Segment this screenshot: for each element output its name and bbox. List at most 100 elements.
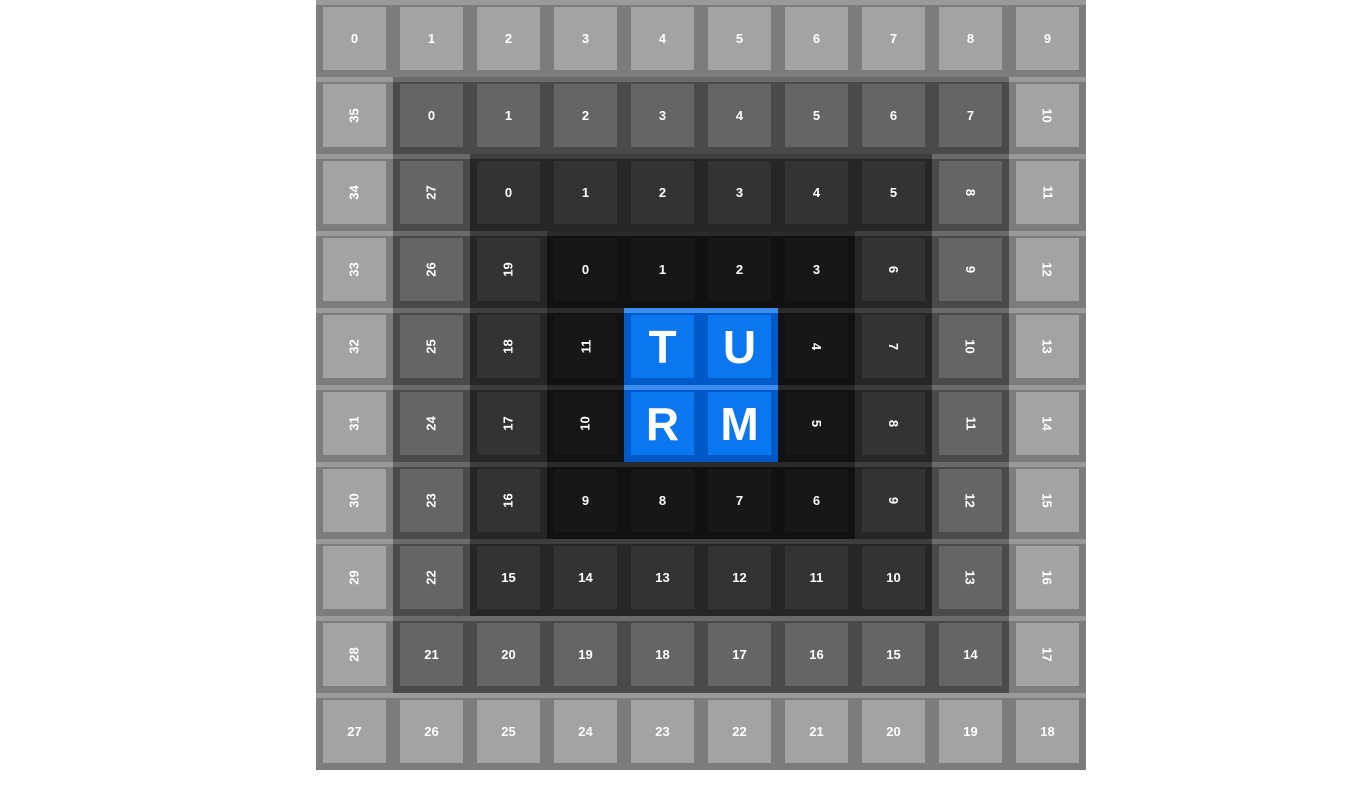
board-tile[interactable]: 2 (470, 0, 547, 77)
board-tile[interactable]: 1 (624, 231, 701, 308)
board-tile[interactable]: 26 (393, 231, 470, 308)
board-tile[interactable]: 17 (1009, 616, 1086, 693)
board-tile[interactable]: 0 (470, 154, 547, 231)
board-tile[interactable]: 10 (855, 539, 932, 616)
board-tile[interactable]: 27 (393, 154, 470, 231)
letter-tile[interactable]: U (701, 308, 778, 385)
board-tile[interactable]: 15 (470, 539, 547, 616)
board-tile[interactable]: 25 (470, 693, 547, 770)
board-tile[interactable]: 11 (778, 539, 855, 616)
board-tile[interactable]: 10 (1009, 77, 1086, 154)
board-tile[interactable]: 5 (701, 0, 778, 77)
board-tile[interactable]: 1 (547, 154, 624, 231)
board-tile[interactable]: 23 (624, 693, 701, 770)
board-tile[interactable]: 33 (316, 231, 393, 308)
board-tile[interactable]: 6 (778, 0, 855, 77)
board-tile[interactable]: 2 (701, 231, 778, 308)
board-tile[interactable]: 9 (932, 231, 1009, 308)
board-tile[interactable]: 14 (547, 539, 624, 616)
board-tile[interactable]: 18 (624, 616, 701, 693)
board-tile[interactable]: 19 (547, 616, 624, 693)
board-tile[interactable]: 28 (316, 616, 393, 693)
board-tile[interactable]: 4 (701, 77, 778, 154)
board-tile[interactable]: 18 (470, 308, 547, 385)
board-tile[interactable]: 4 (778, 308, 855, 385)
board-tile[interactable]: 4 (778, 154, 855, 231)
board-tile[interactable]: 11 (547, 308, 624, 385)
board-tile[interactable]: 26 (393, 693, 470, 770)
board-tile[interactable]: 6 (778, 462, 855, 539)
board-tile[interactable]: 30 (316, 462, 393, 539)
board-tile[interactable]: 31 (316, 385, 393, 462)
board-tile[interactable]: 10 (547, 385, 624, 462)
board-tile[interactable]: 20 (470, 616, 547, 693)
board-tile[interactable]: 14 (932, 616, 1009, 693)
board-tile[interactable]: 5 (778, 385, 855, 462)
board-tile[interactable]: 0 (393, 77, 470, 154)
board-tile[interactable]: 2 (624, 154, 701, 231)
board-tile[interactable]: 3 (701, 154, 778, 231)
board-tile[interactable]: 11 (1009, 154, 1086, 231)
board-tile[interactable]: 17 (470, 385, 547, 462)
board-tile[interactable]: 14 (1009, 385, 1086, 462)
board-tile[interactable]: 13 (932, 539, 1009, 616)
board-tile[interactable]: 4 (624, 0, 701, 77)
board-tile[interactable]: 7 (932, 77, 1009, 154)
board-tile[interactable]: 9 (547, 462, 624, 539)
board-tile[interactable]: 0 (316, 0, 393, 77)
board-tile[interactable]: 5 (855, 154, 932, 231)
board-tile[interactable]: 27 (316, 693, 393, 770)
board-tile[interactable]: 32 (316, 308, 393, 385)
board-tile[interactable]: 22 (393, 539, 470, 616)
board-tile[interactable]: 21 (778, 693, 855, 770)
board-tile[interactable]: 21 (393, 616, 470, 693)
board-tile[interactable]: 34 (316, 154, 393, 231)
board-tile[interactable]: 15 (1009, 462, 1086, 539)
board-tile[interactable]: 3 (624, 77, 701, 154)
board-tile[interactable]: 29 (316, 539, 393, 616)
board-tile[interactable]: 19 (470, 231, 547, 308)
board-tile[interactable]: 22 (701, 693, 778, 770)
board-tile[interactable]: 8 (855, 385, 932, 462)
board-tile[interactable]: 13 (624, 539, 701, 616)
board-tile[interactable]: 19 (932, 693, 1009, 770)
board-tile[interactable]: 12 (701, 539, 778, 616)
letter-tile[interactable]: R (624, 385, 701, 462)
board-tile[interactable]: 17 (701, 616, 778, 693)
board-tile[interactable]: 24 (393, 385, 470, 462)
board-tile[interactable]: 2 (547, 77, 624, 154)
board-tile[interactable]: 3 (547, 0, 624, 77)
board-tile[interactable]: 9 (1009, 0, 1086, 77)
board-tile[interactable]: 7 (701, 462, 778, 539)
board-tile[interactable]: 16 (1009, 539, 1086, 616)
letter-tile[interactable]: M (701, 385, 778, 462)
board-tile[interactable]: 20 (855, 693, 932, 770)
board-tile[interactable]: 5 (778, 77, 855, 154)
board-tile[interactable]: 18 (1009, 693, 1086, 770)
board-tile[interactable]: 7 (855, 0, 932, 77)
board-tile[interactable]: 1 (470, 77, 547, 154)
board-tile[interactable]: 6 (855, 77, 932, 154)
board-tile[interactable]: 16 (778, 616, 855, 693)
board-tile[interactable]: 0 (547, 231, 624, 308)
board-tile[interactable]: 1 (393, 0, 470, 77)
board-tile[interactable]: 24 (547, 693, 624, 770)
board-tile[interactable]: 35 (316, 77, 393, 154)
board-tile[interactable]: 25 (393, 308, 470, 385)
board-tile[interactable]: 10 (932, 308, 1009, 385)
board-tile[interactable]: 6 (855, 231, 932, 308)
board-tile[interactable]: 12 (1009, 231, 1086, 308)
board-tile[interactable]: 13 (1009, 308, 1086, 385)
board-tile[interactable]: 8 (932, 0, 1009, 77)
board-tile[interactable]: 8 (932, 154, 1009, 231)
board-tile[interactable]: 9 (855, 462, 932, 539)
board-tile[interactable]: 8 (624, 462, 701, 539)
board-tile[interactable]: 7 (855, 308, 932, 385)
board-tile[interactable]: 11 (932, 385, 1009, 462)
board-tile[interactable]: 15 (855, 616, 932, 693)
board-tile[interactable]: 23 (393, 462, 470, 539)
board-tile[interactable]: 12 (932, 462, 1009, 539)
letter-tile[interactable]: T (624, 308, 701, 385)
board-tile[interactable]: 3 (778, 231, 855, 308)
board-tile[interactable]: 16 (470, 462, 547, 539)
